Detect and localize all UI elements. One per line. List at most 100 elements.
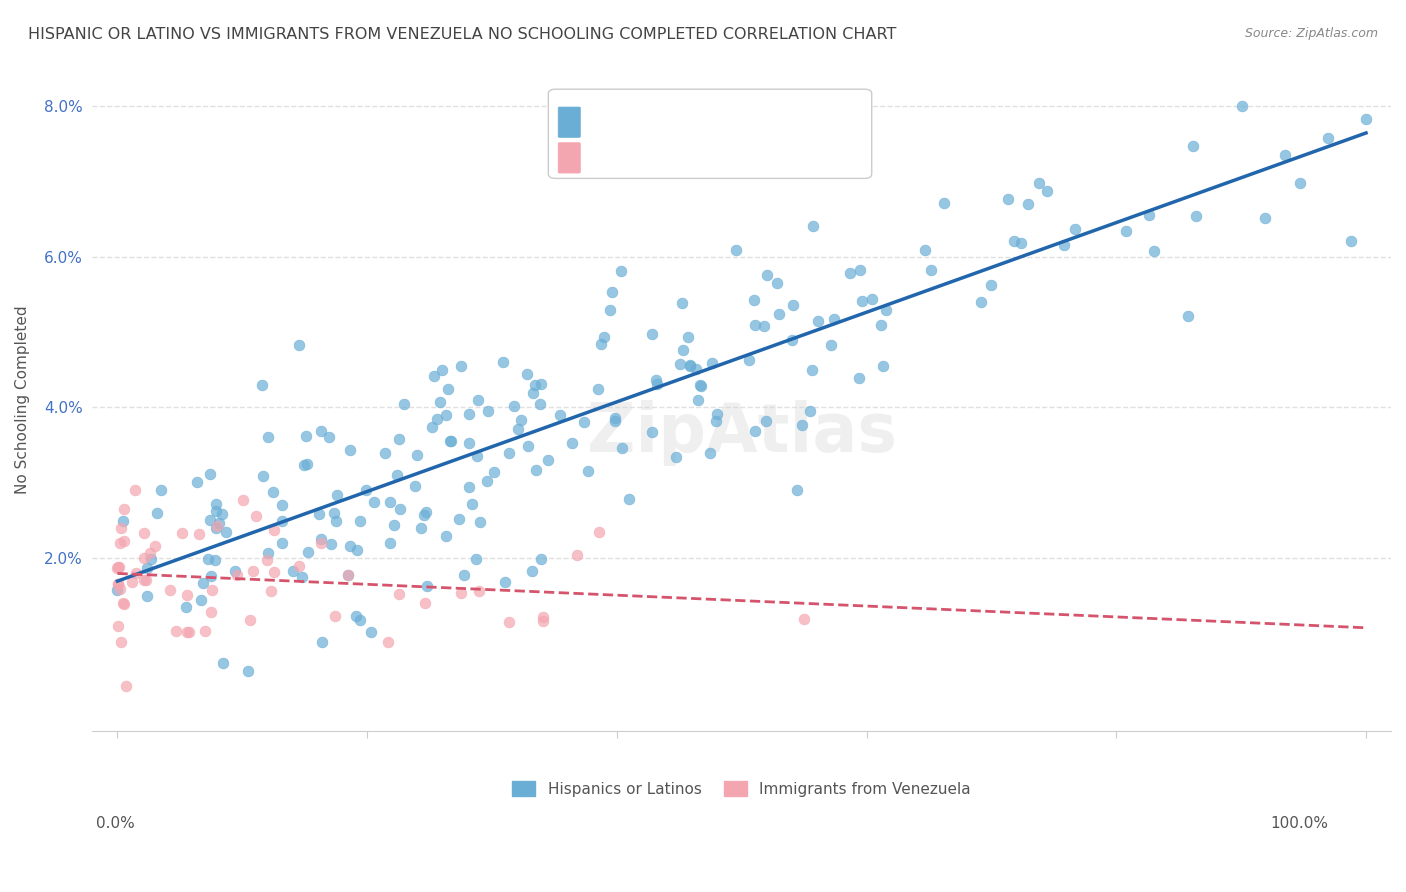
Point	[125, 566, 148, 580]
Point	[522, 385, 544, 400]
Point	[225, 568, 247, 582]
Point	[110, 635, 132, 649]
Point	[134, 550, 156, 565]
Point	[197, 552, 219, 566]
Point	[107, 561, 129, 575]
Point	[860, 292, 883, 306]
Point	[516, 367, 538, 381]
Point	[363, 494, 385, 508]
Point	[1064, 221, 1087, 235]
Point	[531, 615, 554, 629]
Point	[1017, 197, 1039, 211]
Point	[561, 436, 583, 450]
Point	[565, 548, 588, 562]
Point	[574, 415, 596, 429]
Point	[382, 517, 405, 532]
Point	[450, 359, 472, 373]
Y-axis label: No Schooling Completed: No Schooling Completed	[15, 305, 30, 494]
Point	[529, 397, 551, 411]
Point	[288, 559, 311, 574]
Point	[374, 446, 396, 460]
Point	[107, 576, 129, 591]
Point	[669, 358, 692, 372]
Point	[309, 536, 332, 550]
Point	[311, 634, 333, 648]
Point	[439, 434, 461, 448]
Point	[531, 610, 554, 624]
Point	[592, 329, 614, 343]
Point	[354, 483, 377, 497]
Point	[292, 458, 315, 472]
Point	[176, 588, 198, 602]
Point	[599, 303, 621, 318]
Point	[875, 303, 897, 318]
Point	[308, 508, 330, 522]
Point	[1053, 237, 1076, 252]
Point	[588, 524, 610, 539]
Point	[1010, 236, 1032, 251]
Point	[252, 468, 274, 483]
Point	[602, 285, 624, 300]
Point	[755, 414, 778, 428]
Point	[457, 480, 479, 494]
Point	[232, 492, 254, 507]
Point	[309, 424, 332, 438]
Point	[437, 382, 460, 396]
Point	[339, 539, 361, 553]
Point	[782, 333, 804, 347]
Point	[194, 624, 217, 638]
Point	[576, 464, 599, 478]
Point	[388, 587, 411, 601]
Point	[619, 492, 641, 507]
Point	[323, 609, 346, 624]
Point	[177, 624, 200, 639]
Point	[1185, 210, 1208, 224]
Point	[271, 498, 294, 512]
Point	[849, 263, 872, 277]
Point	[205, 503, 228, 517]
Point	[676, 330, 699, 344]
Text: 0.0%: 0.0%	[96, 816, 135, 830]
Point	[294, 429, 316, 443]
Text: ZipAtlas: ZipAtlas	[586, 400, 897, 466]
Point	[1002, 234, 1025, 248]
Point	[744, 425, 766, 439]
Point	[107, 618, 129, 632]
Point	[685, 362, 707, 376]
Point	[679, 358, 702, 372]
Point	[150, 483, 173, 497]
Point	[790, 417, 813, 432]
Point	[426, 412, 449, 426]
Point	[141, 552, 163, 566]
Point	[475, 475, 498, 489]
Point	[494, 575, 516, 590]
Point	[742, 293, 765, 308]
Point	[737, 353, 759, 368]
Point	[1143, 244, 1166, 259]
Point	[186, 475, 208, 490]
Point	[530, 377, 553, 392]
Point	[467, 393, 489, 408]
Point	[591, 336, 613, 351]
Point	[823, 312, 845, 326]
Text: 100.0%: 100.0%	[1271, 816, 1329, 830]
Point	[205, 519, 228, 533]
Point	[409, 521, 432, 535]
Point	[377, 634, 399, 648]
Point	[211, 507, 233, 521]
Point	[453, 567, 475, 582]
Text: R = -0.164   N =  59: R = -0.164 N = 59	[581, 152, 735, 167]
Point	[134, 573, 156, 587]
Point	[239, 614, 262, 628]
Point	[1288, 176, 1310, 190]
Point	[807, 314, 830, 328]
Point	[766, 277, 789, 291]
Point	[107, 559, 129, 574]
Point	[256, 545, 278, 559]
Point	[319, 537, 342, 551]
Point	[498, 615, 520, 629]
Point	[337, 567, 360, 582]
Point	[450, 585, 472, 599]
Point	[800, 363, 823, 377]
Point	[108, 536, 131, 550]
